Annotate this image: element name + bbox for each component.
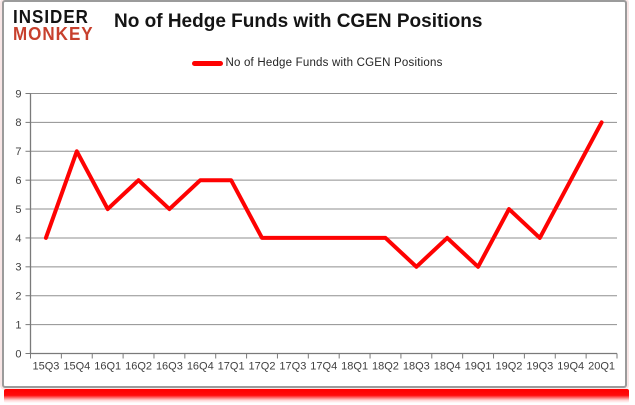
y-tick-label: 6 (15, 175, 21, 187)
x-tick-label: 19Q4 (557, 361, 584, 373)
y-tick-label: 4 (15, 233, 21, 245)
legend-line-swatch-icon (192, 60, 224, 66)
y-tick-label: 0 (15, 348, 21, 360)
x-tick-label: 16Q1 (94, 361, 121, 373)
x-tick-label: 19Q3 (526, 361, 553, 373)
x-tick-label: 18Q4 (434, 361, 461, 373)
x-tick-label: 15Q4 (63, 361, 90, 373)
y-tick-label: 2 (15, 291, 21, 303)
x-tick-label: 16Q3 (156, 361, 183, 373)
legend-series-label: No of Hedge Funds with CGEN Positions (225, 57, 443, 69)
y-tick-label: 9 (15, 88, 21, 100)
x-tick-label: 17Q2 (249, 361, 276, 373)
x-tick-label: 20Q1 (588, 361, 615, 373)
x-tick-label: 15Q3 (32, 361, 59, 373)
x-tick-label: 18Q2 (372, 361, 399, 373)
bottom-accent-bar (4, 389, 629, 403)
chart-title: No of Hedge Funds with CGEN Positions (114, 11, 483, 32)
x-tick-label: 18Q3 (403, 361, 430, 373)
x-tick-label: 17Q3 (279, 361, 306, 373)
y-tick-label: 1 (15, 319, 21, 331)
y-tick-label: 3 (15, 262, 21, 274)
chart-legend: No of Hedge Funds with CGEN Positions (0, 57, 635, 69)
x-tick-label: 19Q2 (495, 361, 522, 373)
x-tick-label: 18Q1 (341, 361, 368, 373)
logo-text-insider: INSIDER (13, 6, 89, 28)
y-tick-label: 8 (15, 117, 21, 129)
axis-labels: 0 1 2 3 4 5 6 7 8 9 15Q3 15Q4 16Q1 16Q2 16Q3 16Q4 17Q1 17… (15, 88, 615, 372)
y-tick-label: 7 (15, 146, 21, 158)
series-line (43, 120, 604, 269)
axes (25, 93, 618, 359)
gridlines (30, 93, 617, 326)
x-tick-label: 17Q4 (310, 361, 337, 373)
x-tick-label: 16Q2 (125, 361, 152, 373)
logo-text-monkey: MONKEY (13, 24, 94, 45)
x-tick-label: 16Q4 (187, 361, 214, 373)
insider-monkey-logo: INSIDER MONKEY (13, 6, 94, 45)
x-tick-label: 19Q1 (465, 361, 492, 373)
y-tick-label: 5 (15, 204, 21, 216)
chart-frame (2, 0, 627, 388)
x-tick-label: 17Q1 (218, 361, 245, 373)
